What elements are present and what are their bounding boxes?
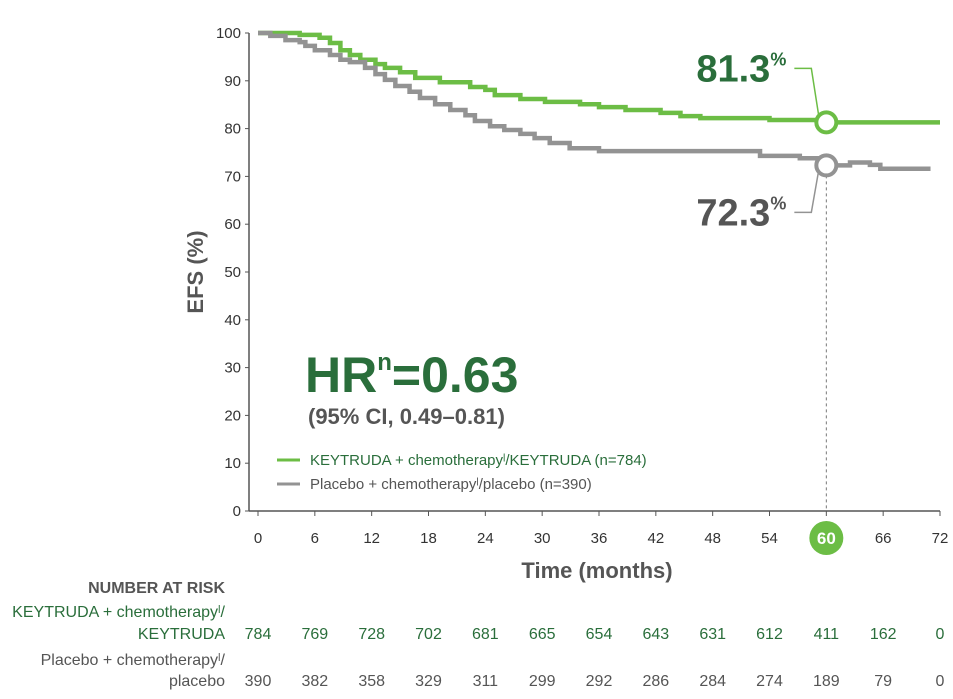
risk-value: 0 [936, 626, 945, 643]
x-axis: 0 6 12 18 24 30 36 42 48 54 60 66 72 [249, 510, 949, 555]
y-tick-label: 50 [224, 264, 241, 281]
risk-value: 612 [756, 626, 783, 643]
risk-value: 274 [756, 673, 783, 690]
risk-row-label-placebo-line2: placebo [169, 673, 225, 690]
y-tick-label: 40 [224, 312, 241, 329]
y-tick-label: 70 [224, 168, 241, 185]
series-line-placebo [258, 30, 931, 172]
x-tick-label: 60 [817, 529, 836, 548]
risk-value: 390 [245, 673, 272, 690]
confidence-interval: (95% CI, 0.49–0.81) [308, 404, 505, 429]
markers-group: 81.3% 72.3% [696, 48, 839, 234]
risk-value: 358 [358, 673, 385, 690]
y-tick-label: 0 [233, 503, 241, 520]
risk-value: 79 [874, 673, 892, 690]
leader-line-placebo [794, 155, 823, 214]
risk-value: 728 [358, 626, 385, 643]
x-axis-label: Time (months) [521, 558, 672, 583]
y-tick-label: 20 [224, 407, 241, 424]
risk-value: 665 [529, 626, 556, 643]
risk-value: 162 [870, 626, 897, 643]
risk-value: 0 [936, 673, 945, 690]
risk-value: 784 [245, 626, 272, 643]
marker-placebo-60-months [814, 153, 839, 178]
risk-value: 681 [472, 626, 499, 643]
risk-value: 769 [301, 626, 328, 643]
x-tick-label: 42 [647, 530, 664, 547]
value-label-keytruda: 81.3% [696, 48, 786, 90]
y-tick-label: 30 [224, 360, 241, 377]
y-tick-label: 10 [224, 455, 241, 472]
legend-label-keytruda: KEYTRUDA + chemotherapyˡ/KEYTRUDA (n=784… [310, 452, 647, 469]
risk-value: 292 [586, 673, 613, 690]
x-tick-highlight [809, 521, 844, 555]
x-tick-label: 24 [477, 530, 494, 547]
risk-row-label-placebo-line1: Placebo + chemotherapyˡ/ [41, 652, 226, 669]
hazard-ratio: HRn=0.63 [305, 347, 518, 403]
y-axis: 0 10 20 30 40 50 60 70 80 90 100 [216, 25, 250, 520]
risk-value: 286 [642, 673, 669, 690]
risk-table: NUMBER AT RISK KEYTRUDA + chemotherapyˡ/… [12, 580, 944, 690]
x-tick-label: 72 [932, 530, 949, 547]
y-tick-label: 80 [224, 121, 241, 138]
risk-value: 643 [642, 626, 669, 643]
y-tick-label: 100 [216, 25, 241, 42]
x-tick-label: 6 [311, 530, 319, 547]
risk-row-label-keytruda-line2: KEYTRUDA [138, 626, 225, 643]
risk-value: 382 [301, 673, 328, 690]
series-group [258, 30, 940, 172]
x-tick-label: 12 [363, 530, 380, 547]
risk-value: 299 [529, 673, 556, 690]
risk-row-label-keytruda-line1: KEYTRUDA + chemotherapyˡ/ [12, 604, 225, 621]
risk-value: 311 [473, 673, 499, 690]
x-tick-label: 0 [254, 530, 262, 547]
risk-value: 654 [586, 626, 613, 643]
risk-value: 284 [699, 673, 726, 690]
x-tick-label: 30 [534, 530, 551, 547]
risk-value: 189 [813, 673, 840, 690]
legend: KEYTRUDA + chemotherapyˡ/KEYTRUDA (n=784… [277, 452, 647, 493]
y-tick-label: 90 [224, 73, 241, 90]
legend-label-placebo: Placebo + chemotherapyˡ/placebo (n=390) [310, 476, 592, 493]
risk-value: 702 [415, 626, 442, 643]
y-tick-label: 60 [224, 216, 241, 233]
risk-value: 329 [415, 673, 442, 690]
x-tick-label: 66 [875, 530, 892, 547]
value-label-placebo: 72.3% [696, 192, 786, 234]
leader-line-keytruda [794, 67, 823, 133]
x-tick-label: 18 [420, 530, 437, 547]
series-line-keytruda [258, 30, 940, 125]
x-tick-label: 54 [761, 530, 778, 547]
x-tick-label: 48 [704, 530, 721, 547]
risk-value: 631 [699, 626, 726, 643]
risk-value: 411 [814, 626, 840, 643]
x-tick-label: 36 [591, 530, 608, 547]
y-axis-label: EFS (%) [183, 230, 208, 313]
marker-keytruda-60-months [814, 110, 839, 135]
risk-table-header: NUMBER AT RISK [88, 580, 225, 597]
